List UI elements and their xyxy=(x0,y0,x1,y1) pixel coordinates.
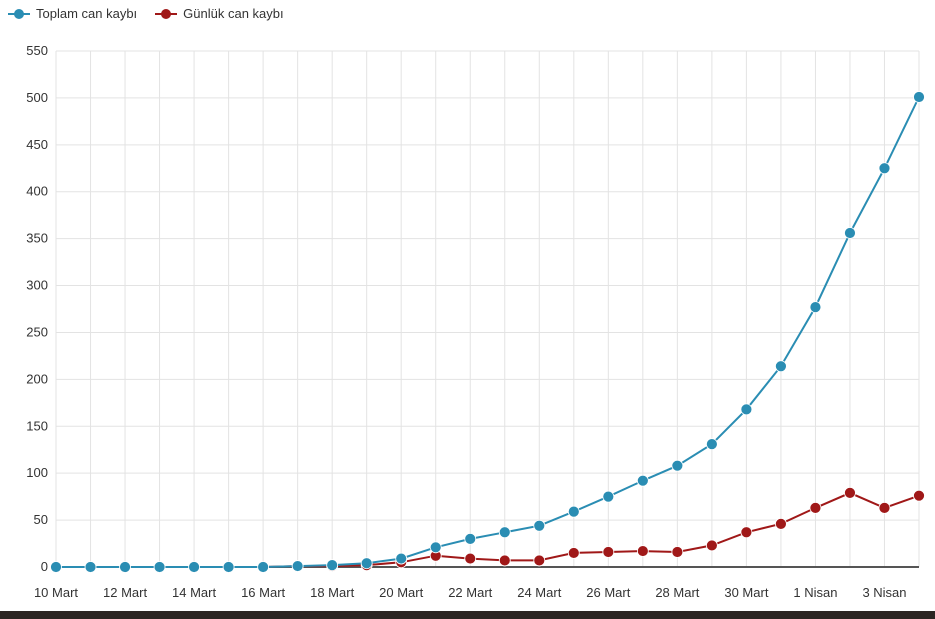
grid-layer xyxy=(55,50,920,568)
legend-item-total[interactable]: Toplam can kaybı xyxy=(8,6,137,21)
x-tick-label: 16 Mart xyxy=(241,585,285,600)
legend-marker-total xyxy=(8,8,30,20)
data-point-total[interactable] xyxy=(671,459,684,472)
x-tick-label: 22 Mart xyxy=(448,585,492,600)
data-point-total[interactable] xyxy=(429,541,442,554)
x-tick-label: 28 Mart xyxy=(655,585,699,600)
data-point-total[interactable] xyxy=(844,227,856,239)
data-point-total[interactable] xyxy=(498,526,511,539)
y-tick-label: 300 xyxy=(26,278,48,293)
y-tick-label: 350 xyxy=(26,231,48,246)
data-point-total[interactable] xyxy=(291,560,304,572)
y-tick-label: 100 xyxy=(26,465,48,480)
data-point-total[interactable] xyxy=(395,552,408,565)
data-point-daily[interactable] xyxy=(567,547,580,559)
data-point-daily[interactable] xyxy=(705,539,718,552)
x-tick-label: 14 Mart xyxy=(172,585,216,600)
data-point-daily[interactable] xyxy=(533,554,546,567)
data-point-total[interactable] xyxy=(257,561,270,573)
series-daily xyxy=(50,486,925,573)
data-point-daily[interactable] xyxy=(671,546,684,558)
legend-label-total: Toplam can kaybı xyxy=(36,6,138,21)
data-point-daily[interactable] xyxy=(913,489,925,502)
series-layer xyxy=(50,91,925,573)
data-point-total[interactable] xyxy=(464,532,477,545)
x-tick-label: 12 Mart xyxy=(103,585,147,600)
data-point-total[interactable] xyxy=(913,91,925,103)
y-axis-labels: 0 50 100 150 200 250 300 350 400 450 500 550 xyxy=(26,43,48,574)
y-tick-label: 500 xyxy=(26,90,48,105)
x-axis-labels: 10 Mart 12 Mart 14 Mart 16 Mart 18 Mart 20 Ma… xyxy=(34,585,907,600)
x-tick-label: 30 Mart xyxy=(724,585,768,600)
x-tick-label: 10 Mart xyxy=(34,585,78,600)
legend-label-daily: Günlük can kaybı xyxy=(183,6,284,21)
data-point-daily[interactable] xyxy=(602,546,615,558)
x-tick-label: 24 Mart xyxy=(517,585,561,600)
data-point-daily[interactable] xyxy=(878,501,891,514)
x-tick-label: 26 Mart xyxy=(586,585,630,600)
data-point-daily[interactable] xyxy=(809,501,822,514)
data-point-total[interactable] xyxy=(636,474,649,487)
data-point-total[interactable] xyxy=(705,438,718,450)
data-point-total[interactable] xyxy=(326,559,339,572)
x-tick-label: 3 Nisan xyxy=(862,585,906,600)
bottom-bar xyxy=(0,611,935,619)
data-point-total[interactable] xyxy=(153,561,166,573)
series-total xyxy=(50,91,925,573)
y-tick-label: 400 xyxy=(26,184,48,199)
data-point-total[interactable] xyxy=(50,561,62,573)
data-point-daily[interactable] xyxy=(464,552,477,565)
data-point-total[interactable] xyxy=(567,505,580,518)
legend-marker-daily xyxy=(155,8,178,20)
data-point-daily[interactable] xyxy=(775,517,787,530)
data-point-total[interactable] xyxy=(878,162,891,175)
data-point-total[interactable] xyxy=(533,519,546,532)
legend-dot-daily xyxy=(161,8,172,19)
y-tick-label: 50 xyxy=(34,512,48,527)
data-point-total[interactable] xyxy=(360,557,373,570)
data-point-total[interactable] xyxy=(809,301,822,314)
data-point-total[interactable] xyxy=(602,490,615,503)
data-point-total[interactable] xyxy=(188,561,200,573)
data-point-daily[interactable] xyxy=(498,554,511,567)
data-point-total[interactable] xyxy=(119,561,131,573)
data-point-daily[interactable] xyxy=(636,545,649,557)
data-point-daily[interactable] xyxy=(740,526,753,539)
x-tick-label: 20 Mart xyxy=(379,585,423,600)
data-point-total[interactable] xyxy=(740,403,753,416)
data-point-total[interactable] xyxy=(775,360,787,373)
y-tick-label: 450 xyxy=(26,137,48,152)
data-point-total[interactable] xyxy=(84,561,97,573)
y-tick-label: 250 xyxy=(26,324,48,339)
x-tick-label: 18 Mart xyxy=(310,585,354,600)
y-tick-label: 200 xyxy=(26,371,48,386)
series-line-daily xyxy=(56,491,920,568)
y-tick-label: 550 xyxy=(26,43,48,58)
legend: Toplam can kaybı Günlük can kaybı xyxy=(8,6,284,21)
x-tick-label: 1 Nisan xyxy=(793,585,837,600)
legend-dot-total xyxy=(14,8,24,19)
data-point-daily[interactable] xyxy=(844,486,856,499)
data-point-total[interactable] xyxy=(222,561,235,573)
y-tick-label: 150 xyxy=(26,418,48,433)
legend-item-daily[interactable]: Günlük can kaybı xyxy=(155,6,284,21)
y-tick-label: 0 xyxy=(41,559,48,574)
